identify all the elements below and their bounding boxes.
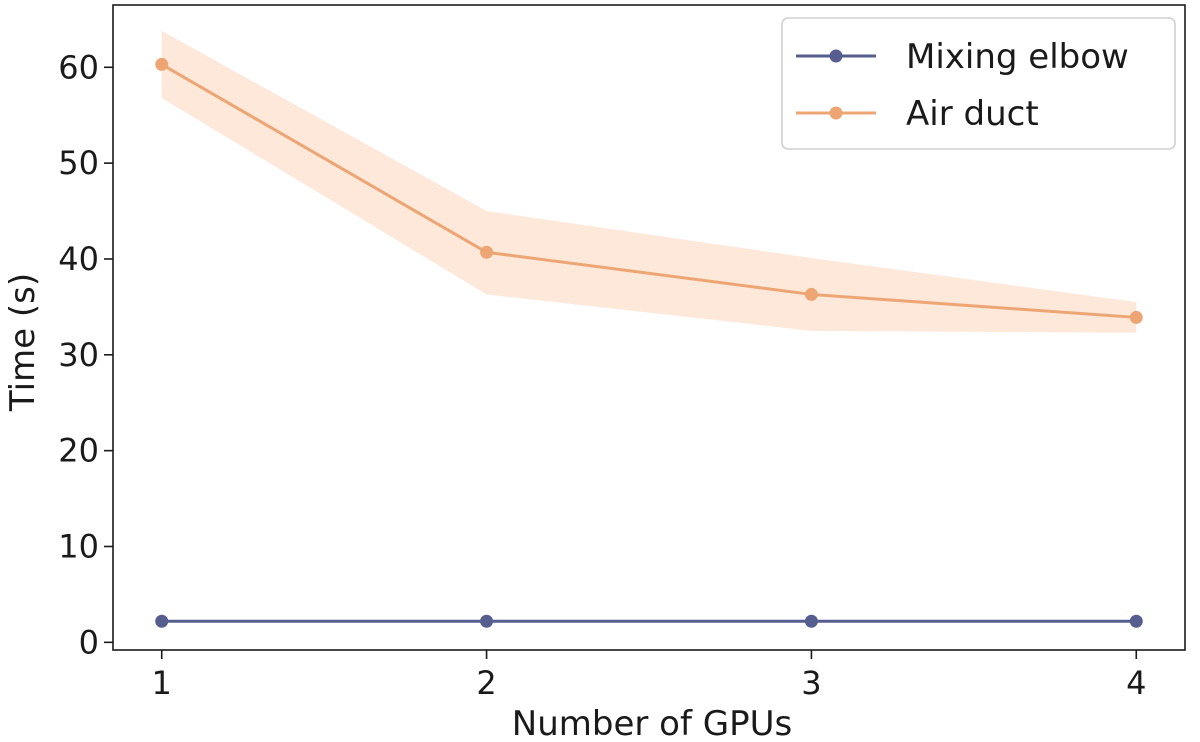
x-axis-ticks: 1 2 3 4 [152,650,1146,702]
series-points [155,57,1143,628]
point-series-1 [1129,310,1143,324]
point-series-1 [480,245,494,259]
y-tick-label: 10 [58,527,99,565]
y-tick-label: 50 [58,144,99,182]
legend: Mixing elbow Air duct [781,17,1176,150]
x-tick-label: 4 [1126,664,1146,702]
plot-area [112,4,1186,651]
y-tick-label: 0 [79,623,99,661]
legend-marker [829,106,843,120]
y-tick-label: 30 [58,336,99,374]
legend-label: Mixing elbow [906,37,1129,77]
line-series-1 [160,63,1137,319]
y-tick-label: 60 [58,48,99,86]
plot-frame [112,4,1186,651]
legend-box [781,17,1176,150]
legend-label: Air duct [906,94,1039,134]
point-series-0 [1129,614,1143,628]
y-axis-ticks: 0 10 20 30 40 50 60 [58,48,113,661]
point-series-1 [155,57,169,71]
x-axis-label: Number of GPUs [512,704,792,742]
point-series-1 [804,287,818,301]
point-series-0 [155,614,169,628]
y-tick-label: 40 [58,240,99,278]
series-lines [160,63,1137,623]
y-axis-label: Time (s) [3,273,43,412]
x-tick-label: 2 [476,664,496,702]
point-series-0 [804,614,818,628]
point-series-0 [480,614,494,628]
x-tick-label: 3 [801,664,821,702]
x-tick-label: 1 [152,664,172,702]
legend-marker [829,49,843,63]
y-tick-label: 20 [58,432,99,470]
